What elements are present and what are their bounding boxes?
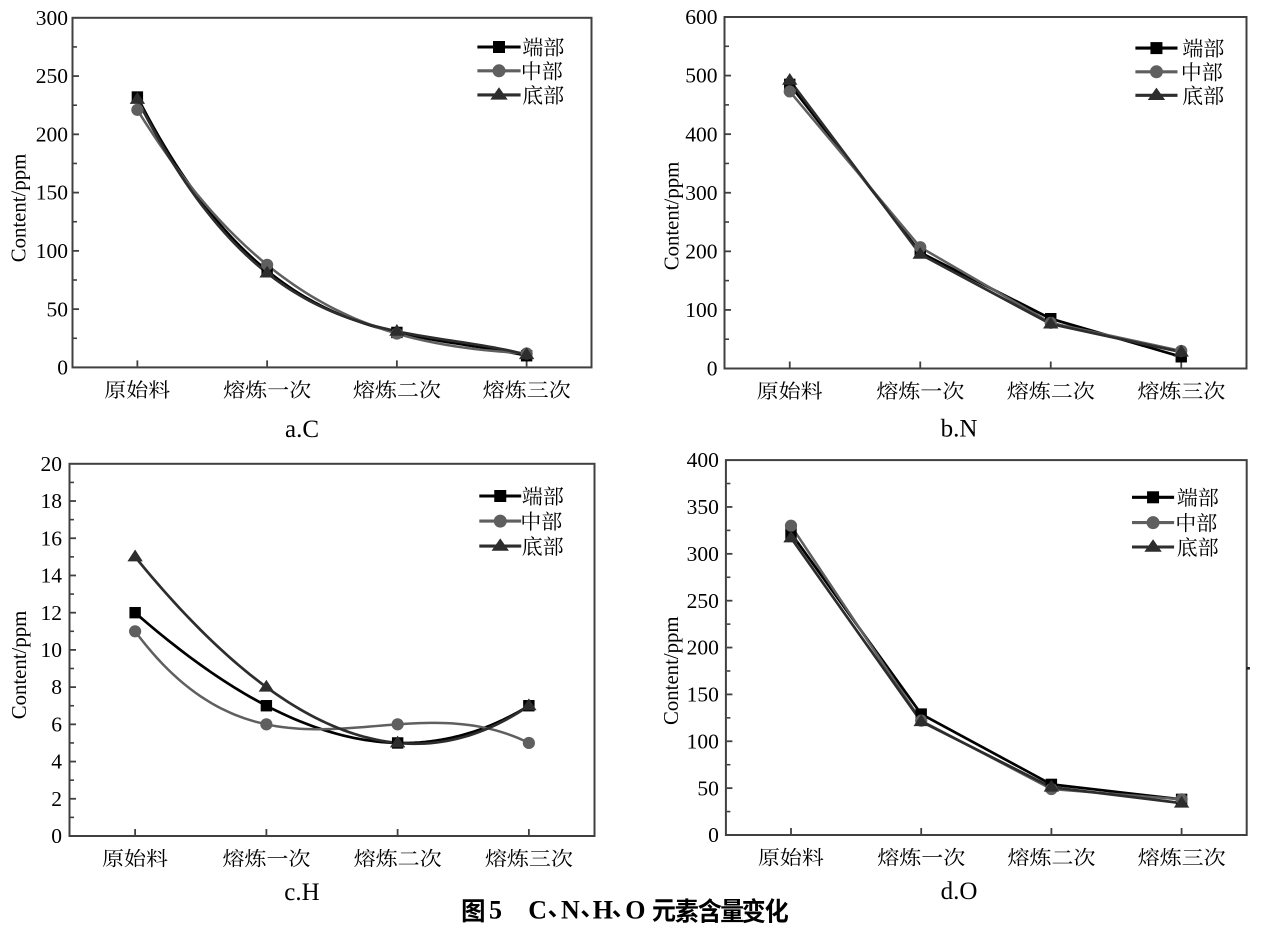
svg-text:0: 0 [707,357,718,381]
svg-text:100: 100 [685,298,717,322]
svg-text:100: 100 [687,729,719,753]
svg-text:d.O: d.O [941,878,978,905]
svg-text:H: H [593,896,613,925]
svg-text:300: 300 [36,6,68,30]
svg-text:b.N: b.N [941,415,978,442]
svg-text:50: 50 [697,776,719,800]
svg-text:0: 0 [51,824,62,848]
svg-text:10: 10 [41,638,63,662]
svg-text:200: 200 [685,239,717,263]
svg-text:Content/ppm: Content/ppm [7,154,30,263]
svg-text:400: 400 [687,448,719,472]
svg-text:50: 50 [47,297,69,321]
svg-text:250: 250 [36,64,68,88]
svg-text:N: N [561,896,580,925]
svg-text:C: C [528,896,547,925]
svg-text:350: 350 [687,495,719,519]
svg-text:150: 150 [36,181,68,205]
svg-text:c.H: c.H [284,879,319,906]
svg-text:a.C: a.C [285,416,319,443]
svg-text:300: 300 [687,542,719,566]
svg-text:O: O [625,896,645,925]
svg-text:0: 0 [57,356,68,380]
svg-text:6: 6 [51,712,62,736]
svg-text:18: 18 [41,489,63,513]
svg-text:16: 16 [41,526,63,550]
svg-text:150: 150 [687,683,719,707]
svg-text:600: 600 [685,5,717,29]
svg-text:12: 12 [41,601,63,625]
svg-text:Content/ppm: Content/ppm [661,162,684,271]
svg-text:300: 300 [685,181,717,205]
svg-text:250: 250 [687,589,719,613]
svg-text:500: 500 [685,64,717,88]
svg-text:Content/ppm: Content/ppm [8,611,31,720]
svg-text:100: 100 [36,239,68,263]
svg-text:400: 400 [685,122,717,146]
svg-text:0: 0 [708,823,719,847]
svg-text:2: 2 [51,787,62,811]
svg-text:4: 4 [51,750,62,774]
svg-text:20: 20 [41,452,63,476]
svg-text:14: 14 [41,564,63,588]
svg-text:200: 200 [36,122,68,146]
svg-text:5: 5 [489,896,502,925]
svg-text:Content/ppm: Content/ppm [660,616,683,725]
svg-text:8: 8 [51,675,62,699]
svg-text:200: 200 [687,636,719,660]
